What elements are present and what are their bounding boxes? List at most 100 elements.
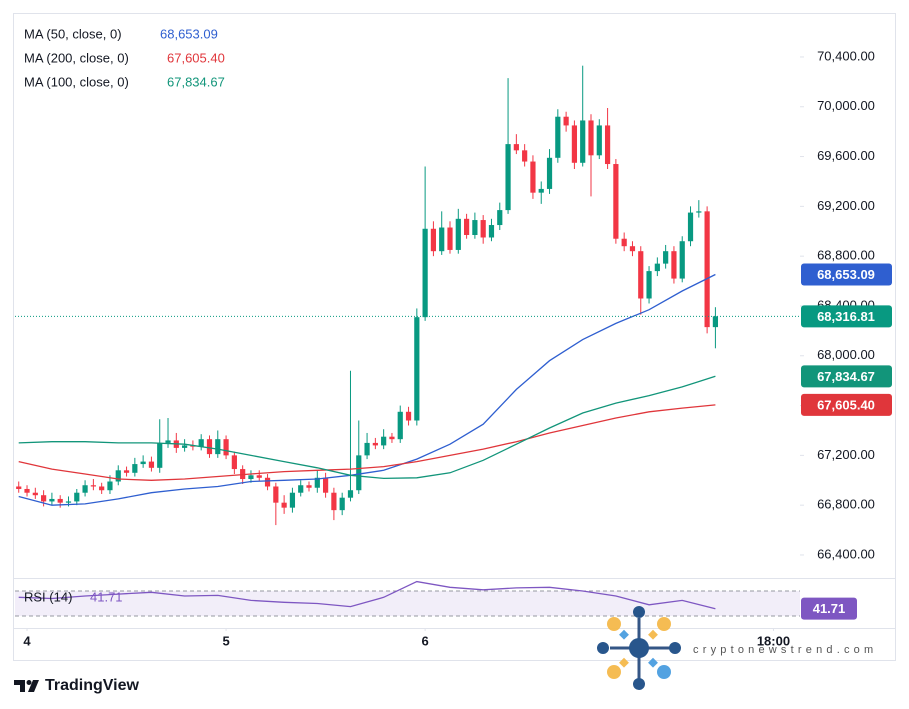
- logo-dot: [629, 638, 649, 658]
- candle-body: [281, 502, 287, 508]
- y-tick-label: 67,200.00: [817, 447, 875, 462]
- price-badge: [801, 305, 892, 328]
- logo-diamond: [619, 629, 629, 640]
- ma-badge: [801, 365, 892, 388]
- y-tick-label: 66,800.00: [817, 497, 875, 512]
- candle-body: [314, 477, 320, 488]
- candle-body: [82, 485, 88, 493]
- rsi-line: [18, 580, 716, 610]
- candle-body: [99, 486, 105, 491]
- candle-body: [596, 125, 602, 156]
- candle-body: [430, 228, 437, 252]
- candle-body: [480, 220, 486, 238]
- candle-body: [687, 212, 694, 242]
- candle-body: [123, 470, 130, 473]
- candle-body: [264, 477, 271, 487]
- candle-body: [115, 470, 121, 482]
- candle-body: [546, 157, 553, 189]
- x-tick-label: 6: [422, 633, 429, 648]
- candle-body: [704, 211, 710, 328]
- candle-body: [405, 411, 412, 421]
- logo-dot: [597, 642, 609, 654]
- legend-ma50-value: 68,653.09: [160, 26, 218, 41]
- candle-body: [107, 481, 113, 491]
- candle-body: [679, 241, 685, 279]
- candle-body: [629, 246, 636, 252]
- candle-body: [505, 144, 511, 211]
- rsi-band: [15, 591, 800, 616]
- candle-body: [356, 455, 362, 491]
- candle-body: [555, 116, 561, 158]
- candle-body: [182, 445, 188, 448]
- candle-body: [206, 439, 213, 455]
- candle-body: [157, 442, 163, 468]
- plot-layer: 66,400.0066,800.0067,200.0067,600.0068,0…: [15, 48, 892, 648]
- candle-body: [671, 251, 677, 279]
- y-tick-label: 69,200.00: [817, 198, 875, 213]
- candle-body: [663, 251, 669, 264]
- candle-body: [231, 455, 237, 470]
- candle-body: [49, 498, 55, 502]
- candle-body: [397, 411, 403, 440]
- legend-ma50-name: MA (50, close, 0): [24, 26, 122, 41]
- candle-body: [654, 263, 660, 272]
- candle-body: [16, 486, 22, 489]
- ma-badge-label: 67,834.67: [817, 369, 875, 384]
- candle-body: [621, 238, 627, 247]
- logo-dot: [657, 665, 671, 679]
- candle-body: [522, 150, 528, 162]
- frame: [13, 13, 896, 661]
- candle-body: [57, 498, 63, 503]
- candle-body: [74, 492, 80, 502]
- watermark-logo: [597, 606, 681, 690]
- ma-line: [18, 375, 716, 480]
- candle-body: [488, 225, 495, 238]
- candle-body: [223, 439, 229, 456]
- candle-body: [248, 475, 254, 480]
- candle-body: [696, 211, 702, 213]
- logo-dot: [607, 665, 621, 679]
- candle-body: [712, 316, 719, 328]
- candle-body: [646, 271, 652, 299]
- candle-body: [563, 116, 569, 126]
- candle-body: [273, 486, 279, 503]
- legend-rsi-value: 41.71: [90, 589, 123, 604]
- candle-body: [389, 436, 395, 440]
- candle-body: [298, 485, 304, 493]
- candle-body: [588, 120, 594, 156]
- candle-body: [215, 439, 221, 455]
- logo-dot: [633, 606, 645, 618]
- candle-body: [41, 495, 47, 502]
- candle-body: [148, 461, 155, 468]
- candle-body: [538, 188, 544, 193]
- candle-body: [447, 227, 453, 250]
- rsi-badge: [801, 597, 857, 620]
- x-tick-label: 4: [23, 633, 31, 648]
- tradingview-logo: [14, 680, 39, 692]
- candle-body: [613, 164, 619, 239]
- footer-brand: TradingView: [45, 677, 140, 694]
- candle-body: [306, 485, 312, 488]
- candle-body: [497, 210, 503, 226]
- x-tick-label: 18:00: [757, 633, 790, 648]
- candle-body: [331, 492, 337, 511]
- y-tick-label: 66,400.00: [817, 546, 875, 561]
- logo-dot: [657, 617, 671, 631]
- ma-badge: [801, 263, 892, 286]
- ma-line: [18, 404, 716, 481]
- candle-body: [513, 144, 519, 151]
- candle-body: [463, 218, 470, 235]
- candle-body: [439, 227, 445, 252]
- legend-ma200-name: MA (200, close, 0): [24, 50, 129, 65]
- x-tick-label: 5: [222, 633, 229, 648]
- candle-body: [132, 464, 138, 473]
- candle-body: [414, 317, 420, 421]
- candle-body: [90, 485, 96, 487]
- legend-ma200-value: 67,605.40: [167, 50, 225, 65]
- candle-body: [256, 475, 262, 478]
- ma-line: [18, 273, 716, 506]
- rsi-badge-label: 41.71: [813, 601, 846, 616]
- candle-body: [198, 439, 204, 447]
- candle-body: [364, 442, 370, 456]
